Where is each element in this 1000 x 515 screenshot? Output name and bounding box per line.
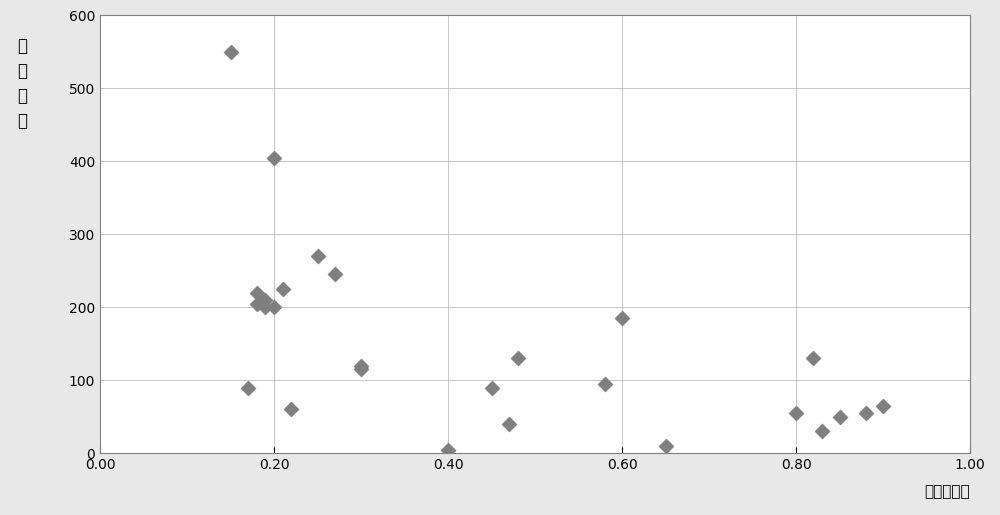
Point bbox=[510, 354, 526, 363]
Point bbox=[858, 409, 874, 417]
Point bbox=[249, 300, 265, 308]
Point bbox=[832, 413, 848, 421]
Point bbox=[310, 252, 326, 260]
Point bbox=[597, 380, 613, 388]
Point bbox=[283, 405, 299, 414]
Point bbox=[875, 402, 891, 410]
Point bbox=[805, 354, 821, 363]
Text: 单
位
：
个: 单 位 ： 个 bbox=[17, 38, 27, 130]
Point bbox=[275, 285, 291, 293]
Point bbox=[249, 288, 265, 297]
Point bbox=[501, 420, 517, 428]
Text: 非寄主比例: 非寄主比例 bbox=[924, 484, 970, 499]
Point bbox=[222, 48, 239, 56]
Point bbox=[440, 445, 456, 454]
Point bbox=[257, 303, 273, 312]
Point bbox=[484, 383, 500, 391]
Point bbox=[353, 365, 369, 373]
Point bbox=[814, 427, 830, 436]
Point bbox=[788, 409, 804, 417]
Point bbox=[266, 303, 282, 312]
Point bbox=[266, 153, 282, 162]
Point bbox=[257, 296, 273, 304]
Point bbox=[658, 442, 674, 450]
Point bbox=[614, 314, 630, 322]
Point bbox=[353, 362, 369, 370]
Point bbox=[327, 270, 343, 279]
Point bbox=[240, 383, 256, 391]
